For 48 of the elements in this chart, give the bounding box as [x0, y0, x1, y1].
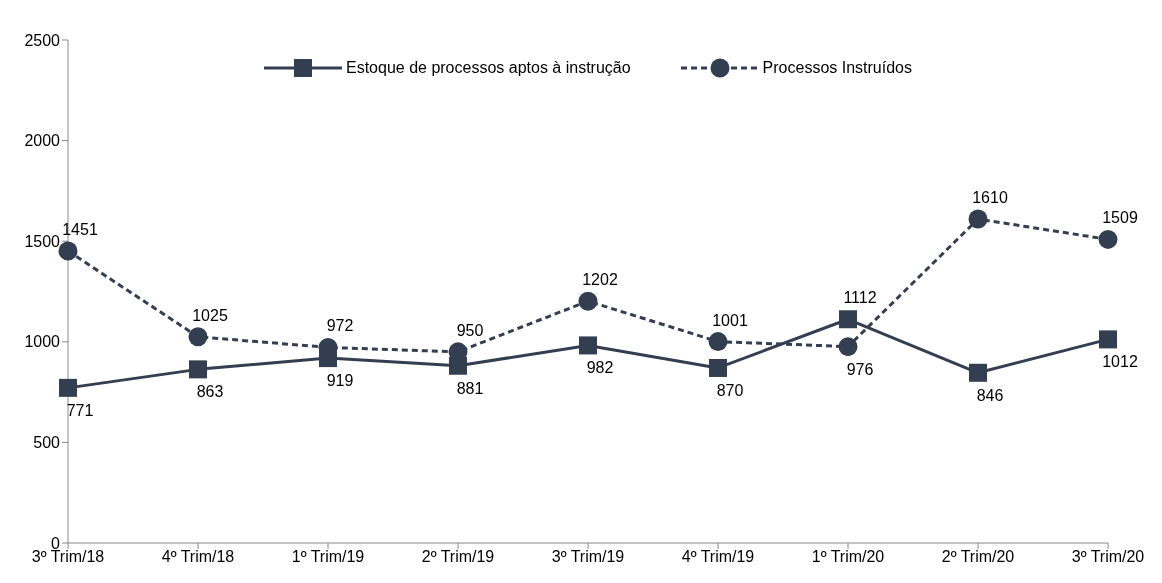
x-tick-label: 3º Trim/19 [551, 548, 625, 566]
x-tick-label: 3º Trim/20 [1071, 548, 1145, 566]
data-label: 982 [586, 359, 614, 377]
point [1099, 330, 1117, 349]
point [838, 337, 858, 357]
point [969, 363, 987, 382]
x-tick-label: 2º Trim/20 [941, 548, 1015, 566]
data-label: 919 [326, 372, 354, 390]
point [968, 209, 988, 229]
x-tick-label: 1º Trim/19 [291, 548, 365, 566]
data-label: 976 [846, 360, 874, 378]
point [709, 358, 727, 377]
legend-label: Estoque de processos aptos à instrução [345, 58, 631, 78]
data-label: 870 [716, 381, 744, 399]
data-label: 950 [456, 321, 484, 339]
data-label: 1610 [972, 189, 1008, 207]
point [188, 327, 208, 347]
x-tick-label: 1º Trim/20 [811, 548, 885, 566]
x-tick-label: 3º Trim/18 [31, 548, 105, 566]
point [189, 360, 207, 379]
data-label: 1202 [582, 271, 618, 289]
data-label: 972 [326, 317, 354, 335]
data-label: 1112 [843, 289, 877, 307]
x-tick-label: 4º Trim/18 [161, 548, 235, 566]
data-label: 1012 [1102, 353, 1138, 371]
point [58, 241, 78, 261]
y-tick-label: 500 [33, 434, 61, 452]
data-label: 881 [456, 379, 484, 397]
data-label: 1025 [192, 306, 228, 324]
y-tick-label: 2500 [24, 31, 61, 49]
point [579, 336, 597, 355]
data-label: 846 [976, 386, 1004, 404]
data-label: 1451 [62, 221, 98, 239]
x-tick-label: 2º Trim/19 [421, 548, 495, 566]
point [839, 310, 857, 329]
point [708, 332, 728, 352]
y-tick-label: 1000 [24, 333, 61, 351]
point [578, 291, 598, 311]
point [59, 378, 77, 397]
data-label: 1509 [1102, 209, 1138, 227]
x-tick-label: 4º Trim/19 [681, 548, 755, 566]
data-label: 863 [196, 383, 224, 401]
point [1098, 229, 1118, 249]
y-tick-label: 2000 [24, 132, 61, 150]
data-label: 771 [66, 401, 94, 419]
legend-label: Processos Instruídos [761, 58, 913, 78]
y-tick-label: 1500 [24, 232, 61, 250]
data-label: 1001 [712, 311, 748, 329]
